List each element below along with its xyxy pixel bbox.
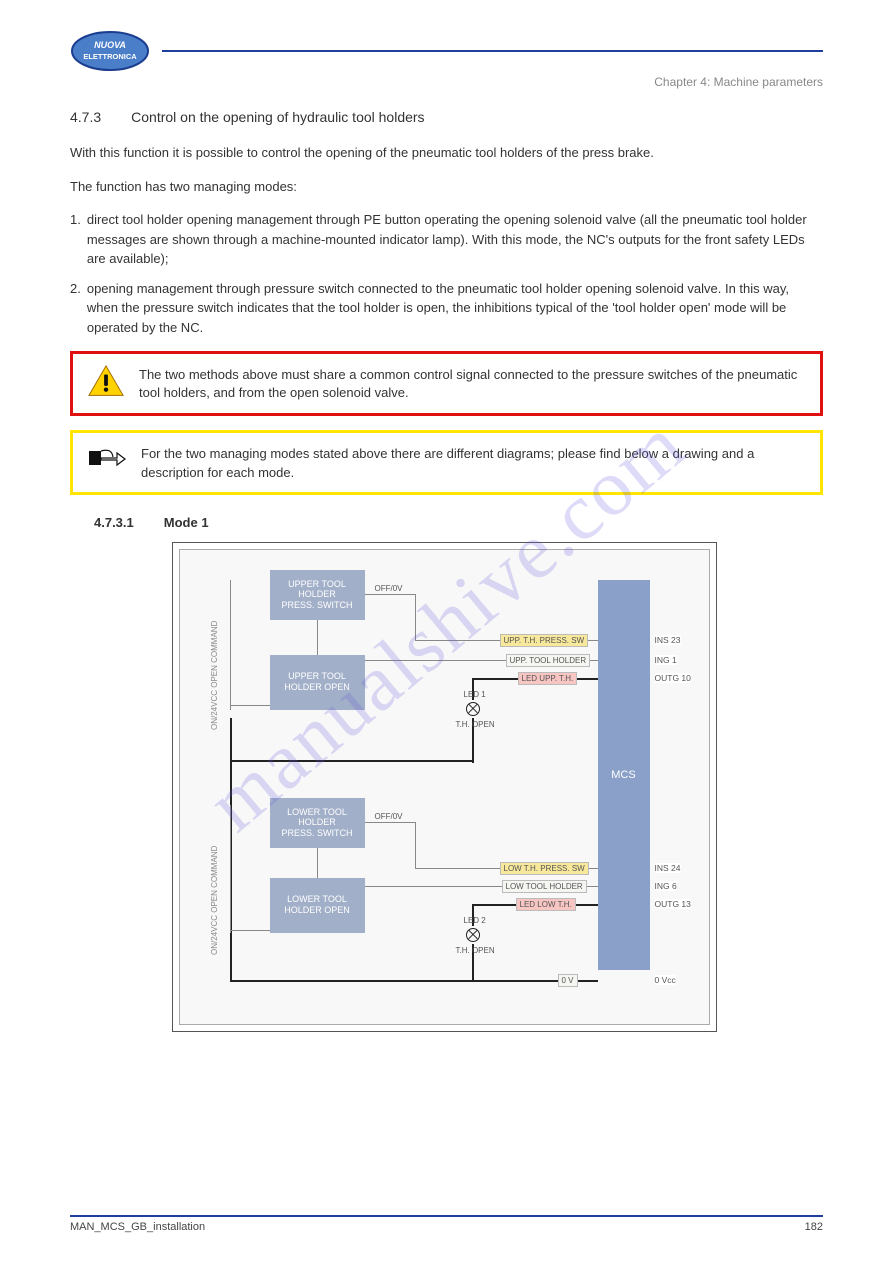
logo: NUOVA ELETTRONICA [70,30,150,72]
lbl-low-press: LOW T.H. PRESS. SW [500,862,589,875]
intro-1: With this function it is possible to con… [70,143,823,163]
upper-off-label: OFF/0V [375,584,403,593]
svg-text:NUOVA: NUOVA [94,40,126,50]
pin-ins23: INS 23 [655,635,681,645]
note-text: For the two managing modes stated above … [141,443,806,481]
section-number: 4.7.3 [70,109,101,125]
upper-switch-block: UPPER TOOL HOLDER PRESS. SWITCH [270,570,365,620]
lbl-upp-th: UPP. TOOL HOLDER [506,654,591,667]
led1-label: LED 1 [464,690,486,699]
led2-label: LED 2 [464,916,486,925]
bullet-2-text: opening management through pressure swit… [87,279,823,338]
lbl-led-upp: LED UPP. T.H. [518,672,578,685]
vtext-lower: ON/24VCC OPEN COMMAND [210,815,219,955]
subsection-header: 4.7.3.1 Mode 1 [94,515,823,530]
warning-text: The two methods above must share a commo… [139,364,806,402]
bullet-2: 2. opening management through pressure s… [70,279,823,338]
led2-icon [466,928,480,942]
lower-off-label: OFF/0V [375,812,403,821]
lower-switch-block: LOWER TOOL HOLDER PRESS. SWITCH [270,798,365,848]
note-callout: For the two managing modes stated above … [70,430,823,494]
bullet-1-num: 1. [70,210,81,269]
pin-outg13: OUTG 13 [655,899,691,909]
header-rule [162,50,823,52]
footer: MAN_MCS_GB_installation 182 [70,1215,823,1233]
upper-open-block: UPPER TOOL HOLDER OPEN [270,655,365,710]
intro-2: The function has two managing modes: [70,177,823,197]
section-header: 4.7.3 Control on the opening of hydrauli… [70,109,823,125]
vtext-upper: ON/24VCC OPEN COMMAND [210,590,219,730]
bullet-1-text: direct tool holder opening management th… [87,210,823,269]
led1-icon [466,702,480,716]
lbl-led-low: LED LOW T.H. [516,898,576,911]
pin-outg10: OUTG 10 [655,673,691,683]
subsection-num: 4.7.3.1 [94,515,134,530]
footer-doc: MAN_MCS_GB_installation [70,1221,205,1233]
pointer-icon [87,443,127,476]
lbl-zero: 0 V [558,974,578,987]
pin-ing6: ING 6 [655,881,677,891]
led2-sub: T.H. OPEN [456,946,495,955]
footer-page: 182 [805,1221,823,1233]
bullet-1: 1. direct tool holder opening management… [70,210,823,269]
lbl-low-th: LOW TOOL HOLDER [502,880,587,893]
pin-ins24: INS 24 [655,863,681,873]
chapter-label: Chapter 4: Machine parameters [70,75,823,89]
lbl-upp-press: UPP. T.H. PRESS. SW [500,634,589,647]
pin-ing1: ING 1 [655,655,677,665]
diagram: MCS UPPER TOOL HOLDER PRESS. SWITCH UPPE… [172,542,722,1032]
subsection-title: Mode 1 [164,515,209,530]
svg-text:ELETTRONICA: ELETTRONICA [83,52,137,61]
lower-open-block: LOWER TOOL HOLDER OPEN [270,878,365,933]
led1-sub: T.H. OPEN [456,720,495,729]
warning-callout: The two methods above must share a commo… [70,351,823,416]
pin-vcc: 0 Vcc [655,975,676,985]
section-title: Control on the opening of hydraulic tool… [131,109,424,125]
mcs-block: MCS [598,580,650,970]
warning-icon [87,364,125,403]
bullet-2-num: 2. [70,279,81,338]
